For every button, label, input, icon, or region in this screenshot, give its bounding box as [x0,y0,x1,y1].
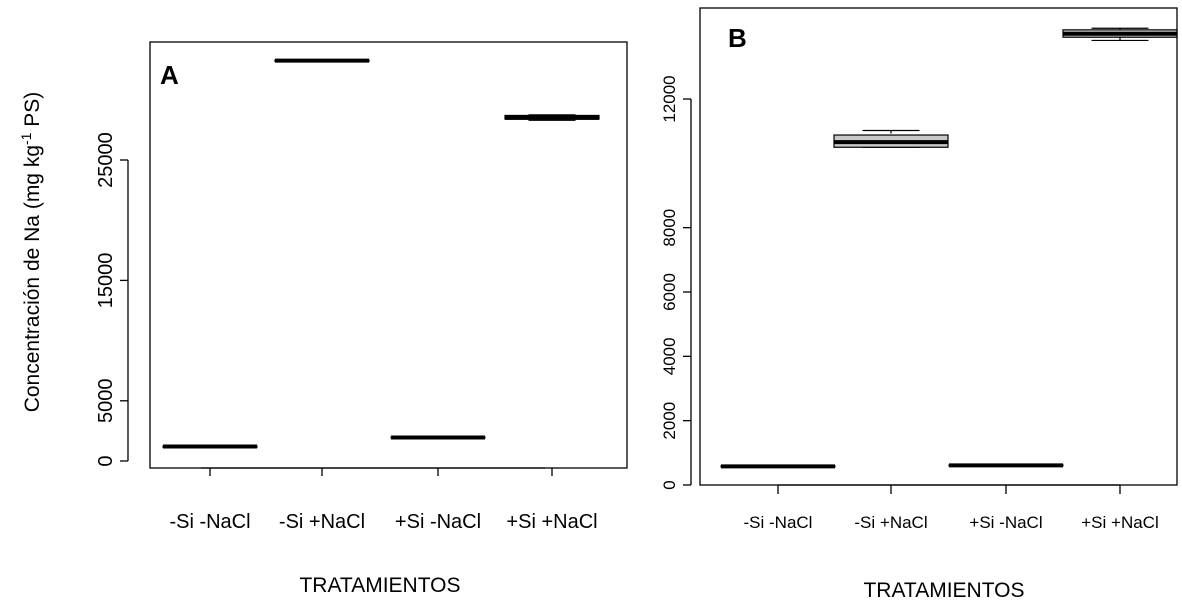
x-tick-label: +Si -NaCl [969,513,1042,532]
x-axis-title-b: TRATAMIENTOS [863,579,1024,601]
x-tick-label: +Si -NaCl [395,511,481,533]
box-2 [274,58,370,63]
box-4 [504,114,600,121]
y-tick-label: 25000 [95,132,117,188]
x-axis-a: -Si -NaCl -Si +NaCl +Si -NaCl +Si +NaCl [169,467,598,533]
plot-frame-b [699,7,1178,486]
x-tick-label: -Si +NaCl [854,513,927,532]
x-tick-label: +Si +NaCl [506,511,597,533]
box-3 [390,435,486,440]
x-tick-label: -Si -NaCl [744,513,813,532]
box-4 [1062,27,1178,42]
panel-label-b: B [728,23,747,53]
x-tick-label: +Si +NaCl [1081,513,1158,532]
y-tick-label: 5000 [95,379,117,424]
box-1 [162,444,258,449]
panel-a: A 0 5000 15000 25000 -Si -NaCl -Si +NaCl +Si … [95,41,628,597]
y-tick-label: 6000 [660,273,679,311]
y-tick-label: 15000 [95,253,117,309]
y-tick-label: 2000 [660,402,679,440]
y-tick-label: 12000 [660,75,679,122]
plot-frame-a [149,41,628,469]
box-2 [833,129,949,148]
x-tick-label: -Si -NaCl [169,511,250,533]
y-axis-a: 0 5000 15000 25000 [95,132,129,467]
x-tick-label: -Si +NaCl [279,511,365,533]
boxes-b [720,27,1178,469]
y-axis-label: Concentración de Na (mg kg-1 PS) [18,92,44,413]
y-axis-b: 0 2000 4000 6000 8000 12000 [660,75,692,490]
y-tick-label: 0 [95,455,117,466]
y-tick-label: 0 [660,480,679,489]
x-axis-title-a: TRATAMIENTOS [299,574,460,597]
panel-b: B 0 2000 4000 6000 8000 12000 -Si -NaCl -Si +N… [660,7,1178,602]
x-axis-b: -Si -NaCl -Si +NaCl +Si -NaCl +Si +NaCl [744,484,1159,532]
boxes-a [162,58,600,449]
y-tick-label: 4000 [660,337,679,375]
box-3 [948,463,1064,468]
box-1 [720,464,836,469]
panel-label-a: A [160,60,179,90]
y-tick-label: 8000 [660,209,679,247]
